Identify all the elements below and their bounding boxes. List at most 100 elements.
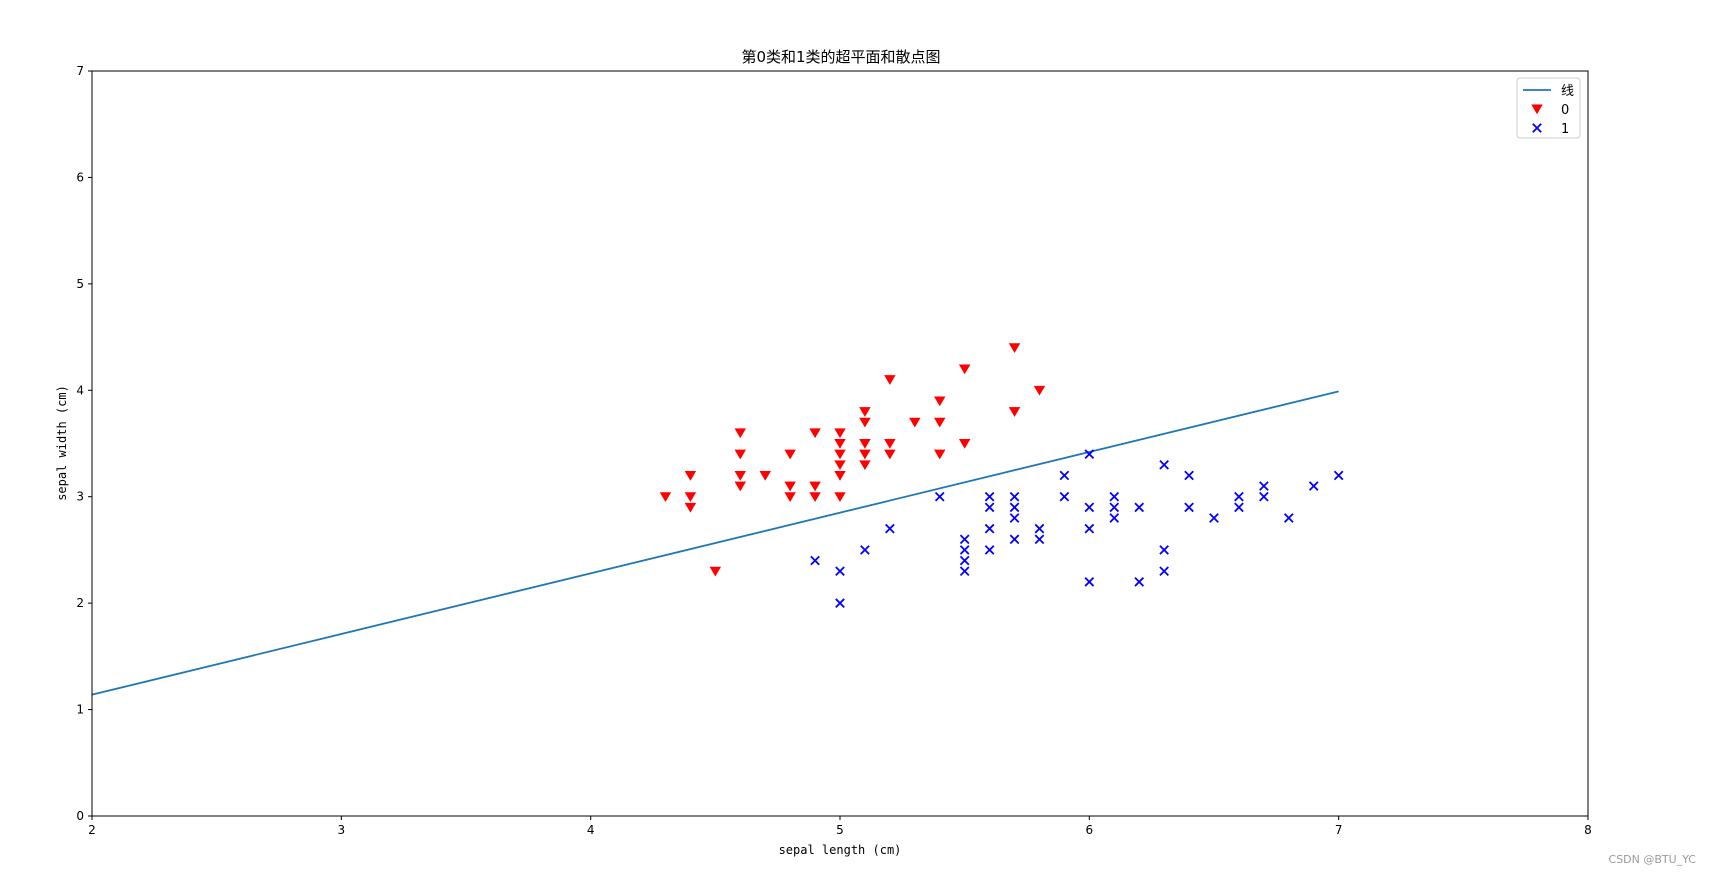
x-tick-label: 3 [338, 823, 346, 837]
y-tick-label: 0 [76, 809, 84, 823]
class-0-point [684, 470, 697, 481]
axes: 2 3 4 5 6 7 8 0 1 2 3 4 5 6 7 [76, 64, 1591, 837]
class-1-point [984, 491, 995, 502]
class-1-point [810, 555, 820, 566]
class-0-point [809, 481, 821, 492]
class-0-point [1008, 343, 1021, 353]
class-0-point [784, 481, 796, 492]
class-0-point [859, 407, 871, 417]
class-0-point [1033, 385, 1046, 396]
class-0-point [734, 481, 746, 492]
class-1-point [1109, 502, 1120, 513]
x-tick-label: 6 [1086, 823, 1094, 837]
class-1-point [1283, 513, 1294, 523]
class-1-point [1109, 513, 1120, 523]
class-1-point [959, 534, 970, 545]
class-0-point [834, 449, 846, 460]
class-0-point [859, 460, 871, 471]
class-1-point [1034, 534, 1045, 545]
class-1-point [860, 545, 870, 555]
y-tick-label: 4 [76, 383, 84, 397]
class-1-point [1333, 470, 1344, 481]
class-1-point [1084, 523, 1095, 534]
class-0-point [734, 470, 746, 481]
plot-area [91, 343, 1344, 696]
x-tick-label: 8 [1584, 823, 1592, 837]
class-0-point [784, 449, 796, 460]
class-1-point [1084, 577, 1095, 587]
legend: 线 0 1 [1516, 77, 1581, 139]
class-0-point [684, 502, 697, 513]
class-0-point [859, 417, 871, 428]
class-1-point [1009, 502, 1020, 513]
class-1-point [959, 545, 970, 555]
class-1-point [934, 491, 945, 502]
x-tick-label: 2 [88, 823, 96, 837]
y-tick-label: 5 [76, 277, 84, 291]
class-1-point [1034, 523, 1045, 534]
class-1-point [1109, 491, 1120, 502]
class-0-point [934, 417, 946, 428]
class-1-point [1159, 459, 1169, 470]
watermark-text: CSDN @BTU_YC [1608, 853, 1696, 866]
class-1-point [1259, 491, 1269, 502]
class-0-point [709, 566, 722, 577]
class-0-point [1008, 407, 1021, 417]
class-1-point [1084, 502, 1095, 513]
x-tick-label: 5 [836, 823, 844, 837]
class-1-point [835, 598, 845, 608]
class-0-point [859, 439, 871, 449]
class-0-point [884, 449, 896, 460]
y-tick-label: 2 [76, 596, 84, 610]
class-1-point [1134, 502, 1145, 513]
class-0-point [734, 428, 746, 439]
class-1-point [1259, 481, 1269, 491]
x-axis-label: sepal length (cm) [779, 843, 902, 857]
class-1-point [1184, 502, 1194, 513]
class-1-point [1134, 577, 1145, 587]
class-0-point [859, 449, 871, 460]
class-0-point [834, 439, 846, 449]
class-1-point [984, 545, 995, 555]
class-0-point [934, 449, 946, 460]
x-tick-label: 4 [587, 823, 595, 837]
class-1-point [1159, 566, 1169, 577]
class-0-point [834, 428, 846, 439]
class-1-point [1209, 513, 1219, 523]
class-1-point [1009, 534, 1020, 545]
class-1-point [835, 566, 845, 577]
class-0-point [809, 428, 821, 439]
class-0-point [958, 439, 971, 449]
legend-label: 1 [1561, 122, 1569, 137]
class-0-point [759, 470, 771, 481]
legend-x-swatch [1532, 123, 1542, 133]
class-1-point [959, 555, 970, 566]
class-1-point [1059, 470, 1070, 481]
legend-box [1516, 77, 1581, 139]
class-0-point [734, 449, 746, 460]
class-1-point [984, 523, 995, 534]
class-1-point [1184, 470, 1194, 481]
legend-triangle-swatch [1531, 104, 1543, 115]
class-1-point [1009, 513, 1020, 523]
y-tick-label: 6 [76, 170, 84, 184]
class-1-point [984, 502, 995, 513]
class-1-point [1234, 491, 1244, 502]
class-0-point [834, 460, 846, 471]
legend-label: 线 [1561, 84, 1574, 99]
chart-title: 第0类和1类的超平面和散点图 [741, 48, 940, 66]
y-tick-label: 3 [76, 490, 84, 504]
class-0-point [884, 375, 896, 385]
class-1-point [1308, 481, 1319, 491]
y-tick-label: 7 [76, 64, 84, 78]
class-0-point [834, 470, 846, 481]
class-0-point [884, 439, 896, 449]
class-1-point [1234, 502, 1244, 513]
class-1-point [1059, 491, 1070, 502]
class-0-point [958, 364, 971, 375]
hyperplane-line [91, 390, 1339, 696]
class-0-point [784, 492, 796, 502]
class-0-point [934, 396, 946, 407]
y-tick-label: 1 [76, 703, 84, 717]
